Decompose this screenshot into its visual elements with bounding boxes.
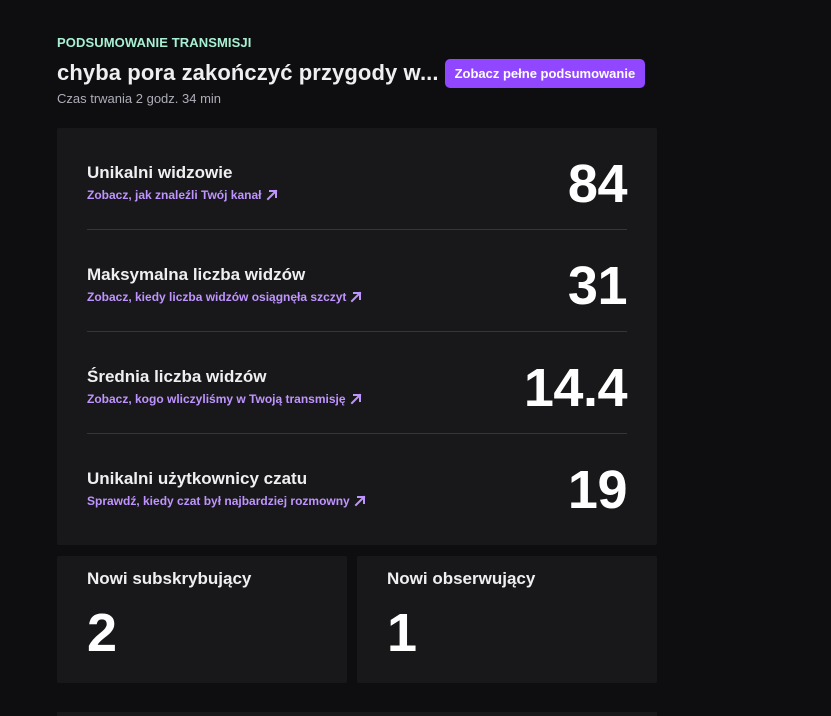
section-eyebrow: PODSUMOWANIE TRANSMISJI [57, 35, 252, 50]
stream-duration: Czas trwania 2 godz. 34 min [57, 91, 222, 106]
stat-label: Maksymalna liczba widzów [87, 265, 306, 284]
stat-link-text[interactable]: Zobacz, kogo wliczyliśmy w Twoją transmi… [87, 392, 346, 406]
stat-value-unique-chatters: 19 [567, 460, 628, 520]
stat-label: Średnia liczba widzów [87, 367, 267, 386]
new-followers-value: 1 [387, 603, 418, 663]
stats-card: Unikalni widzowie Zobacz, jak znaleźli T… [57, 128, 657, 545]
stat-link-peak-viewers[interactable]: Zobacz, kiedy liczba widzów osiągnęła sz… [87, 290, 363, 304]
summary-header: PODSUMOWANIE TRANSMISJI chyba pora zakoń… [57, 35, 757, 106]
stat-value-unique-viewers: 84 [567, 154, 628, 214]
stat-link-average-viewers[interactable]: Zobacz, kogo wliczyliśmy w Twoją transmi… [87, 392, 363, 406]
next-card-edge [57, 712, 657, 716]
title-row: chyba pora zakończyć przygody w... Zobac… [57, 58, 757, 88]
stat-value-average-viewers: 14.4 [523, 358, 628, 418]
stat-value-peak-viewers: 31 [567, 256, 628, 316]
full-summary-button[interactable]: Zobacz pełne podsumowanie [444, 58, 646, 88]
stat-link-text[interactable]: Zobacz, kiedy liczba widzów osiągnęła sz… [87, 290, 347, 304]
stat-row-average-viewers: Średnia liczba widzów Zobacz, kogo wlicz… [87, 332, 628, 434]
stat-label: Unikalni widzowie [87, 163, 233, 182]
arrow-up-right-icon [350, 291, 362, 303]
stat-row-unique-chatters: Unikalni użytkownicy czatu Sprawdź, kied… [87, 434, 628, 536]
stat-link-text[interactable]: Zobacz, jak znaleźli Twój kanał [87, 188, 262, 202]
stat-link-unique-chatters[interactable]: Sprawdź, kiedy czat był najbardziej rozm… [87, 494, 367, 508]
stat-row-unique-viewers: Unikalni widzowie Zobacz, jak znaleźli T… [87, 128, 628, 230]
new-subscribers-card: Nowi subskrybujący 2 [57, 556, 347, 683]
new-subscribers-label: Nowi subskrybujący [87, 569, 252, 588]
arrow-up-right-icon [354, 495, 366, 507]
stat-link-unique-viewers[interactable]: Zobacz, jak znaleźli Twój kanał [87, 188, 279, 202]
new-followers-card: Nowi obserwujący 1 [357, 556, 657, 683]
arrow-up-right-icon [350, 393, 361, 405]
arrow-up-right-icon [266, 189, 277, 201]
stat-label: Unikalni użytkownicy czatu [87, 469, 308, 488]
stream-title: chyba pora zakończyć przygody w... [57, 60, 439, 85]
new-subscribers-value: 2 [87, 603, 118, 663]
stat-link-text[interactable]: Sprawdź, kiedy czat był najbardziej rozm… [87, 494, 350, 508]
new-followers-label: Nowi obserwujący [387, 569, 536, 588]
stat-row-peak-viewers: Maksymalna liczba widzów Zobacz, kiedy l… [87, 230, 628, 332]
